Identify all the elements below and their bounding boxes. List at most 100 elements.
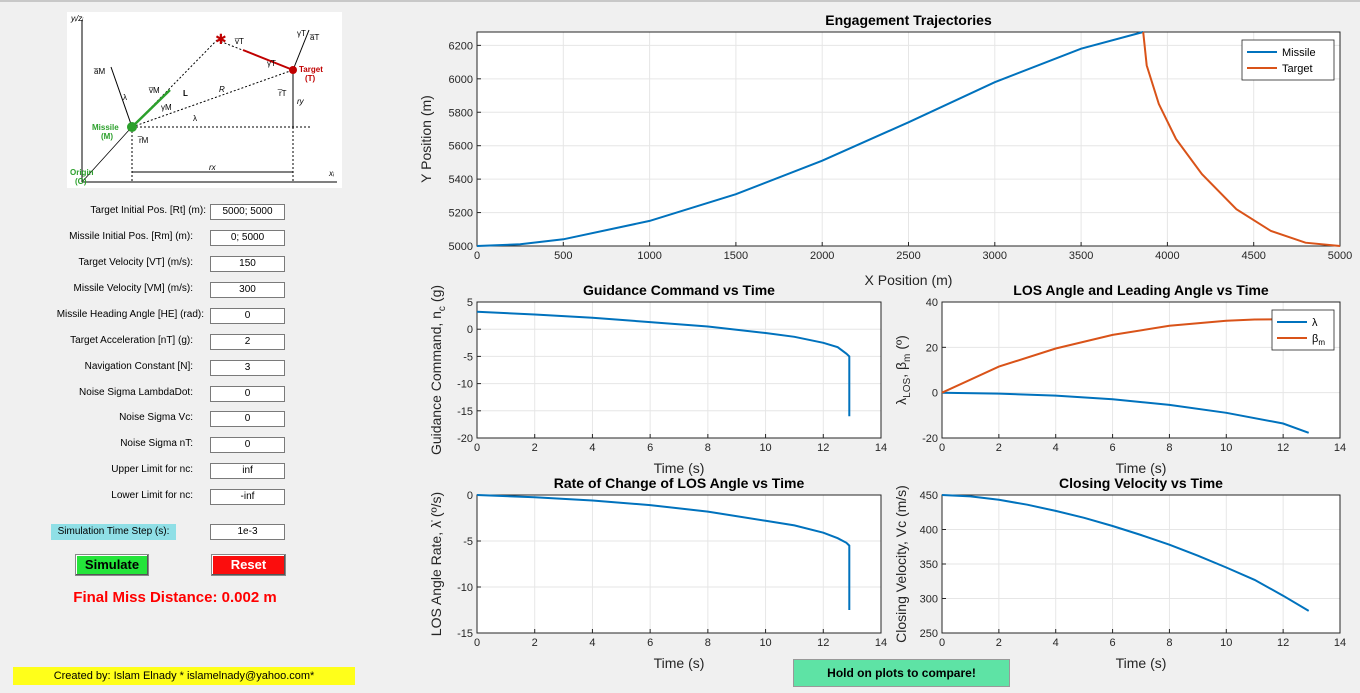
missile-velocity-vector [131, 89, 171, 128]
y-axis-label: λLOS, βm (º) [893, 335, 913, 405]
lambda-am-label: λ [123, 93, 127, 102]
series-line-0 [476, 31, 1144, 247]
chart-title: Closing Velocity vs Time [1059, 475, 1223, 491]
x-tick-label: 12 [1277, 442, 1289, 454]
y-axis-label: Y Position (m) [418, 95, 434, 183]
x-axis-label: Time (s) [654, 655, 705, 671]
x-axis-label: Time (s) [654, 460, 705, 476]
x-axis-label: Time (s) [1116, 460, 1167, 476]
gamma-t-top: γT [297, 29, 306, 38]
y-tick-label: 400 [920, 525, 938, 537]
x-tick-label: 2 [996, 442, 1002, 454]
x-tick-label: 10 [1220, 442, 1232, 454]
chart-title: Guidance Command vs Time [583, 282, 775, 298]
param-label-missile-vel: Missile Velocity [VM] (m/s): [73, 283, 193, 294]
legend-box [1241, 39, 1335, 81]
plots-area: 0 500 1000 1500 2000 2500 3000 3500 4000 4500 5000… [418, 12, 1352, 671]
x-tick-label: 4 [1053, 442, 1059, 454]
lower-nc-input[interactable]: -inf [210, 489, 285, 505]
x-tick-label: 10 [1220, 637, 1232, 649]
plot-frame [476, 494, 882, 634]
x-tick-label: 0 [474, 442, 480, 454]
y-tick-label: 250 [920, 628, 938, 640]
noise-lambdadot-input[interactable]: 0 [210, 386, 285, 402]
heading-input[interactable]: 0 [210, 308, 285, 324]
y-tick-label: -20 [457, 433, 473, 445]
target-vel-input[interactable]: 150 [210, 256, 285, 272]
x-tick-label: 3000 [983, 250, 1007, 262]
series-line-0 [476, 494, 851, 610]
y-tick-label: 300 [920, 594, 938, 606]
chart-losrate: 0 2 4 6 8 10 12 14 -15 -10 -5 0 Rate of Change of LO… [428, 475, 887, 671]
upper-nc-input[interactable]: inf [210, 463, 285, 479]
reset-button[interactable]: Reset [211, 554, 286, 576]
am-label: a̅M [93, 67, 105, 76]
x-tick-label: 4500 [1241, 250, 1265, 262]
engagement-geometry-diagram: ✱ yᵢ/zᵢ xᵢ Origin (O) Missile (M) Target… [67, 12, 342, 188]
target-marker-icon [289, 66, 297, 74]
y-tick-label: 5400 [449, 174, 473, 186]
x-tick-label: 2000 [810, 250, 834, 262]
plot-background [477, 495, 881, 633]
y-axis-label-main: λ [893, 398, 909, 405]
x-tick-label: 4 [589, 442, 595, 454]
x-tick-label: 3500 [1069, 250, 1093, 262]
x-tick-label: 8 [1166, 637, 1172, 649]
y-tick-label: 5200 [449, 208, 473, 220]
legend: λβm [1271, 309, 1335, 351]
target-velocity-vector [242, 49, 294, 71]
x-tick-label: 1000 [637, 250, 661, 262]
y-tick-label: 0 [467, 324, 473, 336]
x-tick-label: 4 [589, 637, 595, 649]
param-label-target-pos: Target Initial Pos. [Rt] (m): [90, 205, 206, 216]
lead-L-label: L [183, 89, 188, 98]
y-axis-label-unit: (º) [893, 335, 909, 349]
series-line-0 [941, 494, 1310, 612]
param-label-target-vel: Target Velocity [VT] (m/s): [78, 257, 193, 268]
x-tick-label: 2500 [896, 250, 920, 262]
param-label-upper-nc: Upper Limit for nc: [111, 464, 193, 475]
x-tick-label: 14 [1334, 637, 1346, 649]
gamma-t-label: γT [267, 59, 276, 68]
y-tick-label: -20 [922, 433, 938, 445]
param-label-heading: Missile Heading Angle [HE] (rad): [56, 309, 204, 320]
y-axis-label-mid: , β [893, 362, 909, 378]
x-tick-label: 8 [705, 637, 711, 649]
series-line-1 [1142, 31, 1341, 247]
legend-entry-name: λ [1312, 317, 1318, 329]
y-tick-label: 5600 [449, 141, 473, 153]
noise-vc-input[interactable]: 0 [210, 411, 285, 427]
y-axis-label-main: LOS Angle Rate, λ̇ (º/s) [428, 492, 444, 636]
x-tick-label: 4 [1053, 637, 1059, 649]
nav-const-input[interactable]: 3 [210, 360, 285, 376]
legend-entry-name: Missile [1282, 47, 1316, 59]
y-axis-label-main: Y Position (m) [418, 95, 434, 183]
x-tick-label: 10 [759, 442, 771, 454]
time-step-input[interactable]: 1e-3 [210, 524, 285, 540]
target-pos-input[interactable]: 5000; 5000 [210, 204, 285, 220]
param-label-noise-nt: Noise Sigma nT: [120, 438, 193, 449]
chart-trajectory: 0 500 1000 1500 2000 2500 3000 3500 4000 4500 5000… [418, 12, 1352, 288]
legend-entry-sub: m [1318, 338, 1325, 347]
target-accel-input[interactable]: 2 [210, 334, 285, 350]
noise-nt-input[interactable]: 0 [210, 437, 285, 453]
y-tick-label: 5000 [449, 241, 473, 253]
y-tick-label: 0 [932, 388, 938, 400]
simulate-button[interactable]: Simulate [75, 554, 149, 576]
missile-pos-input[interactable]: 0; 5000 [210, 230, 285, 246]
legend: Missile Target [1241, 39, 1335, 81]
hold-plots-button[interactable]: Hold on plots to compare! [793, 659, 1010, 687]
chart-title: Rate of Change of LOS Angle vs Time [554, 475, 805, 491]
y-tick-label: -15 [457, 628, 473, 640]
y-tick-label: 20 [926, 342, 938, 354]
plot-frame [476, 301, 882, 439]
x-axis-label: X Position (m) [865, 272, 953, 288]
ry-label: ry [297, 97, 305, 106]
param-label-noise-vc: Noise Sigma Vc: [119, 412, 193, 423]
chart-title: LOS Angle and Leading Angle vs Time [1013, 282, 1269, 298]
y-axis-label: Closing Velocity, Vc (m/s) [893, 485, 909, 643]
missile-vel-input[interactable]: 300 [210, 282, 285, 298]
missile-sub: (M) [101, 132, 113, 141]
y-tick-label: 6200 [449, 40, 473, 52]
